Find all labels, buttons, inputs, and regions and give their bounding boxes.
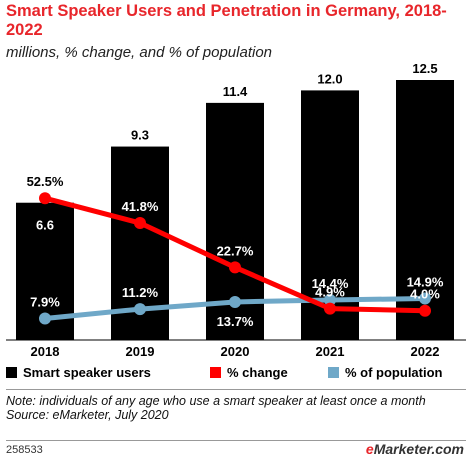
bar-label-2019: 9.3 xyxy=(131,128,149,143)
bar-label-2020: 11.4 xyxy=(223,84,248,99)
x-tick-2022: 2022 xyxy=(411,344,440,359)
legend-item-population: % of population xyxy=(328,365,442,380)
change-label-2020: 22.7% xyxy=(217,243,254,258)
legend: Smart speaker users % change % of popula… xyxy=(6,365,466,385)
note-text: Note: individuals of any age who use a s… xyxy=(6,394,426,408)
population-label-2018: 7.9% xyxy=(30,294,60,309)
change-point-2018 xyxy=(39,192,51,205)
bar-label-2022: 12.5 xyxy=(412,61,437,76)
population-label-2021: 14.4% xyxy=(312,276,349,291)
bar-label-2021: 12.0 xyxy=(317,71,342,86)
brand-logo: eMarketer.com xyxy=(365,441,464,457)
change-label-2022: 4.0% xyxy=(410,287,440,302)
legend-item-change: % change xyxy=(210,365,288,380)
population-label-2019: 11.2% xyxy=(122,285,159,300)
bar-label-2018: 6.6 xyxy=(36,218,54,233)
footnote: Note: individuals of any age who use a s… xyxy=(6,394,446,422)
change-label-2019: 41.8% xyxy=(122,199,159,214)
legend-swatch-change xyxy=(210,367,221,378)
x-tick-2021: 2021 xyxy=(316,344,345,359)
change-point-2021 xyxy=(324,302,336,315)
population-point-2022 xyxy=(419,292,431,305)
chart-canvas: 6.6 9.3 11.4 12.0 12.5 52.5% 41.8% 22.7% 4.9% 4.0… xyxy=(6,61,466,359)
legend-label-users: Smart speaker users xyxy=(23,365,151,380)
chart-id: 258533 xyxy=(6,444,43,456)
legend-item-users: Smart speaker users xyxy=(6,365,151,380)
change-label-2021: 4.9% xyxy=(315,285,345,300)
population-point-2018 xyxy=(39,312,51,325)
population-label-2020: 13.7% xyxy=(217,314,254,329)
legend-swatch-users xyxy=(6,367,17,378)
change-point-2020 xyxy=(229,261,241,274)
change-point-2019 xyxy=(134,217,146,230)
x-tick-2018: 2018 xyxy=(31,344,60,359)
x-tick-2020: 2020 xyxy=(221,344,250,359)
divider-top xyxy=(6,389,466,390)
legend-swatch-population xyxy=(328,367,339,378)
change-point-2022 xyxy=(419,304,431,317)
x-tick-2019: 2019 xyxy=(126,344,155,359)
chart-title: Smart Speaker Users and Penetration in G… xyxy=(6,2,447,39)
population-point-2021 xyxy=(324,293,336,306)
legend-label-population: % of population xyxy=(345,365,443,380)
divider-bottom xyxy=(6,440,466,441)
change-label-2018: 52.5% xyxy=(27,174,64,189)
population-point-2019 xyxy=(134,303,146,316)
population-point-2020 xyxy=(229,295,241,308)
source-text: Source: eMarketer, July 2020 xyxy=(6,408,169,422)
legend-label-change: % change xyxy=(227,365,288,380)
population-label-2022: 14.9% xyxy=(407,275,444,290)
chart-subtitle: millions, % change, and % of population xyxy=(6,44,273,61)
